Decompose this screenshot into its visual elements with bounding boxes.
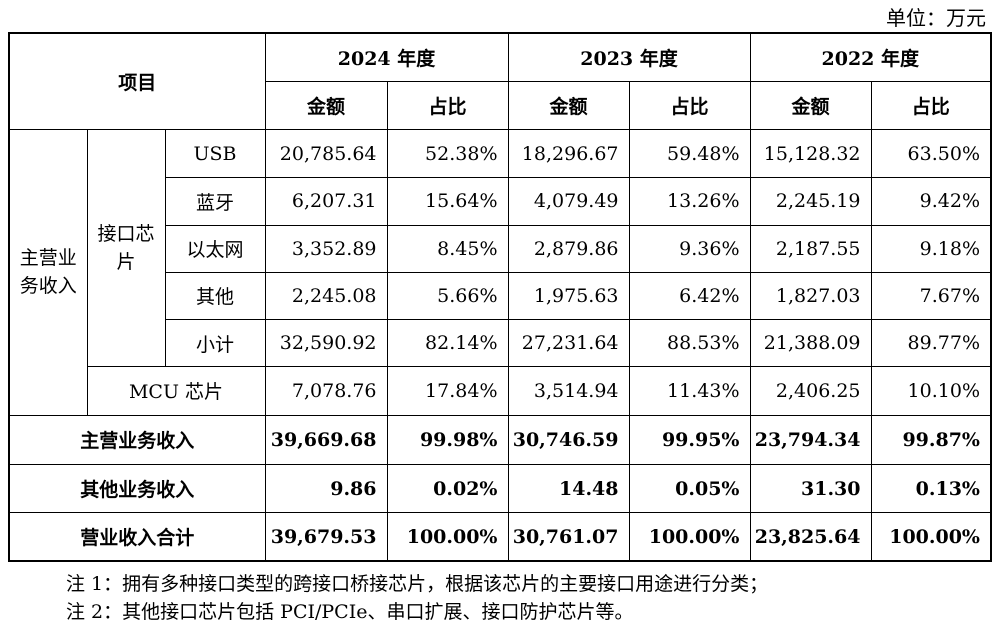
header-year-2023: 2023 年度: [507, 32, 751, 82]
table-row: 其他业务收入 9.86 0.02% 14.48 0.05% 31.30 0.13…: [8, 463, 992, 514]
row-label: 主营业务收入: [8, 414, 266, 465]
cell: 1,827.03: [749, 271, 872, 321]
cell: 100.00%: [870, 512, 992, 562]
unit-label: 单位：万元: [886, 6, 986, 30]
revenue-table: 项目 2024 年度 2023 年度 2022 年度 金额 占比 金额 占比 金…: [8, 32, 992, 562]
header-ratio: 占比: [870, 80, 992, 131]
header-amount: 金额: [749, 80, 872, 131]
cell: 11.43%: [628, 366, 751, 416]
cell: 0.02%: [386, 463, 509, 514]
cell: 52.38%: [386, 129, 509, 179]
cell: 8.45%: [386, 224, 509, 273]
footnote-1: 注 1：拥有多种接口类型的跨接口桥接芯片，根据该芯片的主要接口用途进行分类；: [66, 573, 769, 595]
cell: 9.18%: [870, 224, 992, 273]
cell: 1,975.63: [507, 271, 630, 321]
cell: 2,245.08: [264, 271, 388, 321]
cell: 2,879.86: [507, 224, 630, 273]
cell: 59.48%: [628, 129, 751, 179]
group-main-income: 主营业 务收入: [8, 129, 88, 416]
cell: 7.67%: [870, 271, 992, 321]
row-label: MCU 芯片: [86, 366, 266, 416]
row-label: 营业收入合计: [8, 512, 266, 562]
footnote-2: 注 2：其他接口芯片包括 PCI/PCIe、串口扩展、接口防护芯片等。: [66, 601, 634, 623]
cell: 6,207.31: [264, 177, 388, 226]
row-label: USB: [164, 129, 266, 179]
cell: 9.86: [264, 463, 388, 514]
cell: 23,794.34: [749, 414, 872, 465]
row-label: 小计: [164, 319, 266, 368]
cell: 23,825.64: [749, 512, 872, 562]
cell: 18,296.67: [507, 129, 630, 179]
table-row: 主营业务收入 39,669.68 99.98% 30,746.59 99.95%…: [8, 414, 992, 465]
row-label: 以太网: [164, 224, 266, 273]
header-ratio: 占比: [628, 80, 751, 131]
header-year-2024: 2024 年度: [264, 32, 509, 82]
cell: 9.42%: [870, 177, 992, 226]
cell: 15,128.32: [749, 129, 872, 179]
cell: 4,079.49: [507, 177, 630, 226]
row-label: 其他: [164, 271, 266, 321]
cell: 0.05%: [628, 463, 751, 514]
cell: 21,388.09: [749, 319, 872, 368]
table-row: 小计 32,590.92 82.14% 27,231.64 88.53% 21,…: [9, 319, 992, 368]
table-row: 营业收入合计 39,679.53 100.00% 30,761.07 100.0…: [8, 512, 992, 562]
row-label: 其他业务收入: [8, 463, 266, 514]
table-row: 以太网 3,352.89 8.45% 2,879.86 9.36% 2,187.…: [9, 224, 992, 273]
cell: 15.64%: [386, 177, 509, 226]
cell: 100.00%: [628, 512, 751, 562]
cell: 9.36%: [628, 224, 751, 273]
cell: 3,352.89: [264, 224, 388, 273]
group-interface-chip: 接口芯片: [86, 129, 166, 368]
cell: 31.30: [749, 463, 872, 514]
cell: 89.77%: [870, 319, 992, 368]
cell: 88.53%: [628, 319, 751, 368]
cell: 2,245.19: [749, 177, 872, 226]
cell: 99.95%: [628, 414, 751, 465]
cell: 32,590.92: [264, 319, 388, 368]
cell: 5.66%: [386, 271, 509, 321]
cell: 100.00%: [386, 512, 509, 562]
cell: 7,078.76: [264, 366, 388, 416]
cell: 39,669.68: [264, 414, 388, 465]
cell: 17.84%: [386, 366, 509, 416]
cell: 13.26%: [628, 177, 751, 226]
cell: 27,231.64: [507, 319, 630, 368]
table-row: MCU 芯片 7,078.76 17.84% 3,514.94 11.43% 2…: [9, 366, 992, 416]
table-row: 蓝牙 6,207.31 15.64% 4,079.49 13.26% 2,245…: [9, 177, 992, 226]
header-ratio: 占比: [386, 80, 509, 131]
table-row: 其他 2,245.08 5.66% 1,975.63 6.42% 1,827.0…: [9, 271, 992, 321]
cell: 30,761.07: [507, 512, 630, 562]
header-amount: 金额: [264, 80, 388, 131]
cell: 30,746.59: [507, 414, 630, 465]
cell: 20,785.64: [264, 129, 388, 179]
cell: 39,679.53: [264, 512, 388, 562]
header-year-2022: 2022 年度: [749, 32, 992, 82]
header-item: 项目: [8, 32, 266, 131]
header-amount: 金额: [507, 80, 630, 131]
cell: 82.14%: [386, 319, 509, 368]
cell: 2,406.25: [749, 366, 872, 416]
cell: 63.50%: [870, 129, 992, 179]
cell: 6.42%: [628, 271, 751, 321]
cell: 14.48: [507, 463, 630, 514]
table-row: 主营业 务收入 接口芯片 USB 20,785.64 52.38% 18,296.…: [8, 129, 992, 416]
cell: 99.98%: [386, 414, 509, 465]
cell: 99.87%: [870, 414, 992, 465]
cell: 0.13%: [870, 463, 992, 514]
row-label: 蓝牙: [164, 177, 266, 226]
cell: 2,187.55: [749, 224, 872, 273]
footnotes: 注 1：拥有多种接口类型的跨接口桥接芯片，根据该芯片的主要接口用途进行分类； 注…: [66, 570, 768, 626]
cell: 3,514.94: [507, 366, 630, 416]
cell: 10.10%: [870, 366, 992, 416]
